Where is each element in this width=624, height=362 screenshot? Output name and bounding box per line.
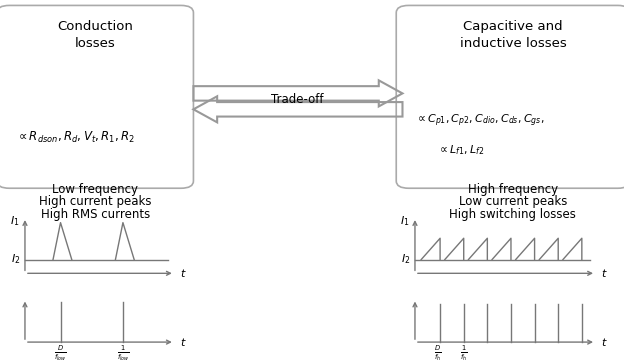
Text: High switching losses: High switching losses bbox=[449, 208, 577, 221]
Text: $I_2$: $I_2$ bbox=[11, 253, 20, 266]
Text: $\frac{D}{f_{low}}$: $\frac{D}{f_{low}}$ bbox=[54, 344, 67, 362]
Text: $\propto C_{p1}, C_{p2}, C_{dio}, C_{ds}, C_{gs},$: $\propto C_{p1}, C_{p2}, C_{dio}, C_{ds}… bbox=[415, 113, 544, 130]
Text: High frequency: High frequency bbox=[468, 183, 558, 196]
FancyBboxPatch shape bbox=[396, 5, 624, 188]
FancyBboxPatch shape bbox=[0, 5, 193, 188]
Text: $\propto L_{f1}, L_{f2}$: $\propto L_{f1}, L_{f2}$ bbox=[437, 143, 484, 157]
Text: $I_1$: $I_1$ bbox=[401, 214, 410, 228]
Text: Trade-off: Trade-off bbox=[271, 93, 324, 106]
Text: $\frac{1}{f_{low}}$: $\frac{1}{f_{low}}$ bbox=[117, 344, 129, 362]
Text: High current peaks: High current peaks bbox=[39, 195, 152, 209]
Text: $\frac{D}{f_h}$: $\frac{D}{f_h}$ bbox=[434, 344, 442, 362]
Text: Conduction
losses: Conduction losses bbox=[57, 20, 134, 50]
Text: $t$: $t$ bbox=[601, 336, 608, 348]
Text: $t$: $t$ bbox=[601, 267, 608, 279]
Text: $I_1$: $I_1$ bbox=[11, 214, 20, 228]
Text: $\propto R_{dson}, R_d, V_t, R_1, R_2$: $\propto R_{dson}, R_d, V_t, R_1, R_2$ bbox=[16, 130, 135, 145]
Text: $\frac{1}{f_h}$: $\frac{1}{f_h}$ bbox=[460, 344, 467, 362]
Text: Capacitive and
inductive losses: Capacitive and inductive losses bbox=[459, 20, 567, 50]
Text: Low frequency: Low frequency bbox=[52, 183, 139, 196]
Text: Low current peaks: Low current peaks bbox=[459, 195, 567, 209]
Text: $t$: $t$ bbox=[180, 267, 187, 279]
Text: $t$: $t$ bbox=[180, 336, 187, 348]
Text: High RMS currents: High RMS currents bbox=[41, 208, 150, 221]
Text: $I_2$: $I_2$ bbox=[401, 253, 410, 266]
